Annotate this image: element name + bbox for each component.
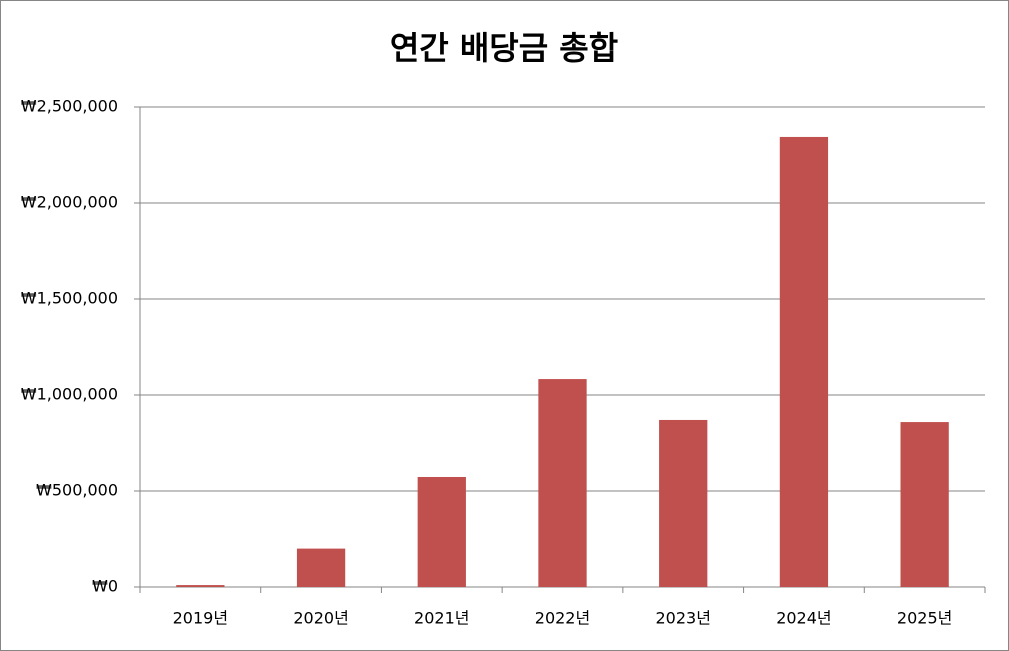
bar [779, 136, 829, 587]
y-tick-label: ₩2,500,000 [21, 97, 118, 116]
y-tick-label: ₩1,500,000 [21, 289, 118, 308]
x-tick-label: 2023년 [655, 609, 710, 628]
bar [417, 476, 466, 587]
chart-title: 연간 배당금 총합 [390, 29, 618, 67]
x-tick-label: 2022년 [535, 609, 590, 628]
x-tick-label: 2021년 [414, 609, 469, 628]
y-tick-label: ₩1,000,000 [21, 385, 118, 404]
y-tick-label: ₩0 [92, 577, 118, 596]
y-tick-label: ₩500,000 [36, 481, 118, 500]
x-tick-label: 2025년 [897, 609, 952, 628]
bar [538, 379, 587, 587]
bar [659, 419, 708, 587]
y-tick-label: ₩2,000,000 [21, 193, 118, 212]
x-tick-label: 2019년 [173, 609, 228, 628]
bar [900, 422, 949, 587]
bar [176, 585, 225, 587]
x-tick-label: 2020년 [293, 609, 348, 628]
bar [296, 548, 346, 587]
x-tick-label: 2024년 [776, 609, 831, 628]
